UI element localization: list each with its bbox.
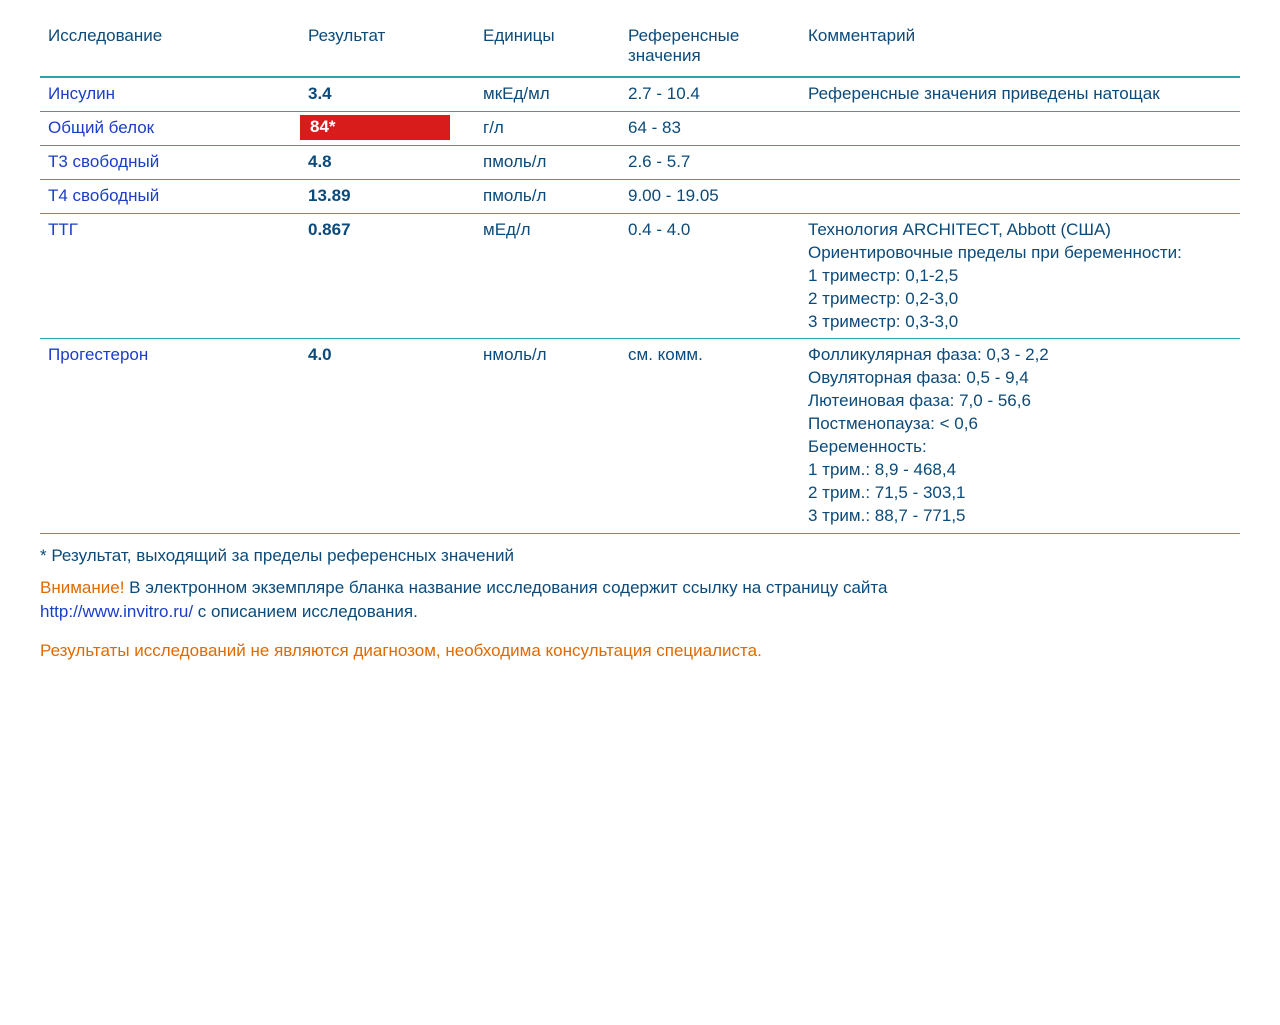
cell-test-name[interactable]: Инсулин bbox=[40, 77, 300, 111]
footnote-out-of-range: * Результат, выходящий за пределы рефере… bbox=[40, 546, 1240, 566]
cell-comment bbox=[800, 145, 1240, 179]
col-header-units: Единицы bbox=[475, 20, 620, 77]
warning-link[interactable]: http://www.invitro.ru/ bbox=[40, 602, 193, 621]
cell-units: пмоль/л bbox=[475, 179, 620, 213]
col-header-test: Исследование bbox=[40, 20, 300, 77]
cell-units: г/л bbox=[475, 111, 620, 145]
cell-units: нмоль/л bbox=[475, 339, 620, 534]
cell-test-name[interactable]: ТТГ bbox=[40, 213, 300, 339]
cell-comment: Референсные значения приведены натощак bbox=[800, 77, 1240, 111]
cell-comment bbox=[800, 111, 1240, 145]
table-row: Общий белок84* г/л64 - 83 bbox=[40, 111, 1240, 145]
cell-result: 4.8 bbox=[300, 145, 475, 179]
cell-result: 0.867 bbox=[300, 213, 475, 339]
cell-comment: Технология ARCHITECT, Abbott (США) Ориен… bbox=[800, 213, 1240, 339]
cell-units: мЕд/л bbox=[475, 213, 620, 339]
cell-result: 84* bbox=[300, 111, 475, 145]
cell-test-name[interactable]: Прогестерон bbox=[40, 339, 300, 534]
table-row: Инсулин3.4мкЕд/мл2.7 - 10.4Референсные з… bbox=[40, 77, 1240, 111]
warning-not-diagnosis: Результаты исследований не являются диаг… bbox=[40, 641, 1240, 661]
cell-test-name[interactable]: Т3 свободный bbox=[40, 145, 300, 179]
cell-reference: 2.7 - 10.4 bbox=[620, 77, 800, 111]
col-header-ref: Референсныезначения bbox=[620, 20, 800, 77]
warning-link-note: Внимание! В электронном экземпляре бланк… bbox=[40, 576, 1240, 624]
cell-result: 3.4 bbox=[300, 77, 475, 111]
table-row: Т3 свободный4.8пмоль/л2.6 - 5.7 bbox=[40, 145, 1240, 179]
result-out-of-range-badge: 84* bbox=[300, 115, 450, 140]
cell-reference: см. комм. bbox=[620, 339, 800, 534]
table-row: ТТГ0.867мЕд/л0.4 - 4.0Технология ARCHITE… bbox=[40, 213, 1240, 339]
cell-comment: Фолликулярная фаза: 0,3 - 2,2 Овуляторна… bbox=[800, 339, 1240, 534]
col-header-result: Результат bbox=[300, 20, 475, 77]
cell-reference: 64 - 83 bbox=[620, 111, 800, 145]
table-row: Т4 свободный13.89пмоль/л9.00 - 19.05 bbox=[40, 179, 1240, 213]
results-table: Исследование Результат Единицы Референсн… bbox=[40, 20, 1240, 534]
warning-tail: с описанием исследования. bbox=[193, 602, 418, 621]
cell-reference: 0.4 - 4.0 bbox=[620, 213, 800, 339]
warning-text: В электронном экземпляре бланка название… bbox=[124, 578, 887, 597]
cell-reference: 9.00 - 19.05 bbox=[620, 179, 800, 213]
cell-result: 4.0 bbox=[300, 339, 475, 534]
col-header-comment: Комментарий bbox=[800, 20, 1240, 77]
cell-comment bbox=[800, 179, 1240, 213]
cell-result: 13.89 bbox=[300, 179, 475, 213]
cell-units: пмоль/л bbox=[475, 145, 620, 179]
table-header-row: Исследование Результат Единицы Референсн… bbox=[40, 20, 1240, 77]
cell-test-name[interactable]: Общий белок bbox=[40, 111, 300, 145]
table-row: Прогестерон4.0нмоль/лсм. комм.Фолликуляр… bbox=[40, 339, 1240, 534]
cell-units: мкЕд/мл bbox=[475, 77, 620, 111]
cell-test-name[interactable]: Т4 свободный bbox=[40, 179, 300, 213]
warning-prefix: Внимание! bbox=[40, 578, 124, 597]
cell-reference: 2.6 - 5.7 bbox=[620, 145, 800, 179]
